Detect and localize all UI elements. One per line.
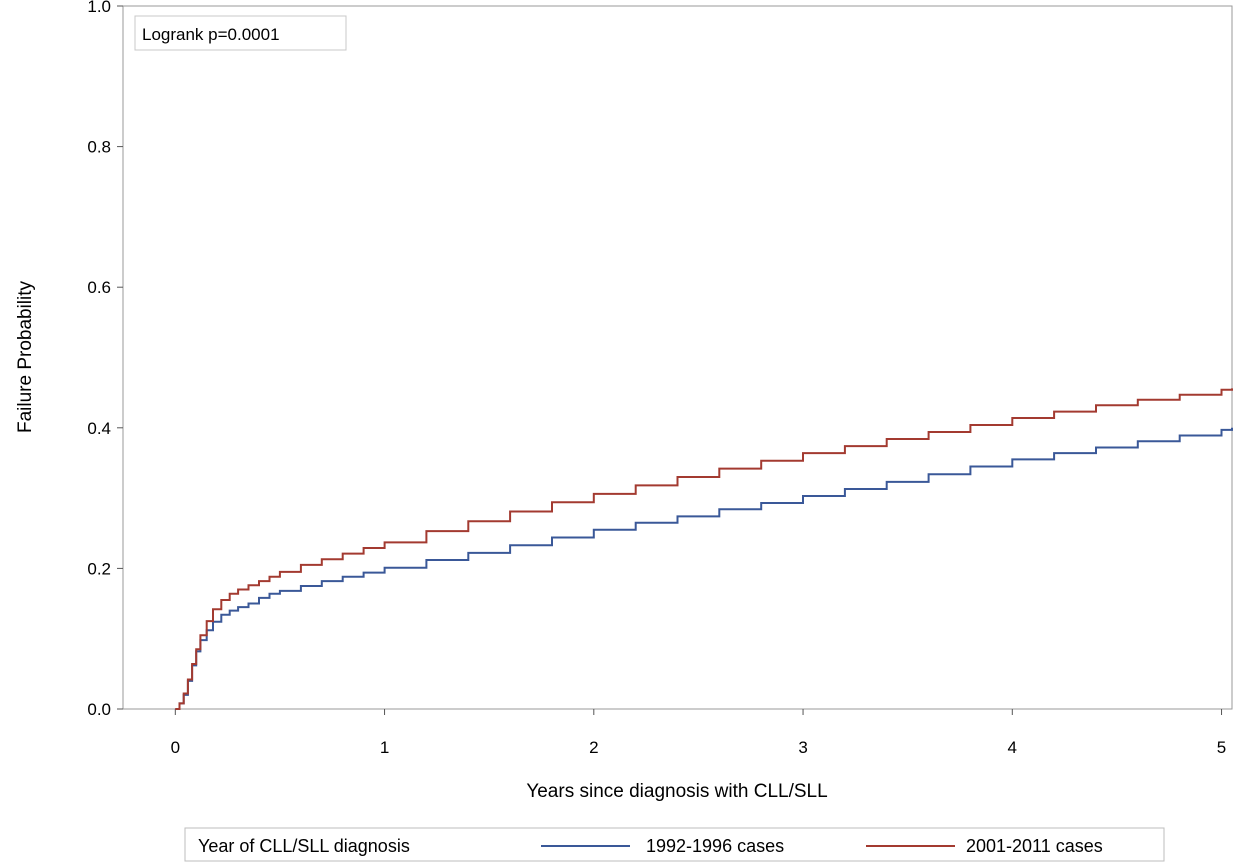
y-tick-label: 0.0 [87,700,111,719]
legend-title: Year of CLL/SLL diagnosis [198,836,410,856]
legend-label-1992-1996: 1992-1996 cases [646,836,784,856]
x-tick-label: 0 [171,738,180,757]
x-tick-label: 5 [1217,738,1226,757]
x-axis: 0 1 2 3 4 5 [171,709,1226,757]
y-axis: 0.0 0.2 0.4 0.6 0.8 1.0 [87,0,123,719]
legend-box [184,827,1165,862]
y-tick-label: 0.2 [87,559,111,578]
x-tick-label: 3 [798,738,807,757]
series-line-2001-2011-cases [175,388,1233,710]
x-axis-label: Years since diagnosis with CLL/SLL [526,781,827,802]
x-tick-label: 4 [1008,738,1017,757]
series-lines [175,388,1233,710]
series-line-1992-1996-cases [175,427,1233,710]
y-tick-label: 0.6 [87,278,111,297]
y-tick-label: 1.0 [87,0,111,16]
logrank-annotation-text: Logrank p=0.0001 [142,25,280,44]
legend: Year of CLL/SLL diagnosis 1992-1996 case… [184,827,1165,862]
logrank-annotation: Logrank p=0.0001 [134,15,347,51]
y-tick-label: 0.4 [87,419,111,438]
legend-label-2001-2011: 2001-2011 cases [966,836,1103,856]
x-tick-label: 1 [380,738,389,757]
logrank-annotation-box [134,15,347,51]
plot-frame [122,5,1233,710]
y-axis-label: Failure Probability [15,280,36,433]
y-tick-label: 0.8 [87,138,111,157]
x-tick-label: 2 [589,738,598,757]
